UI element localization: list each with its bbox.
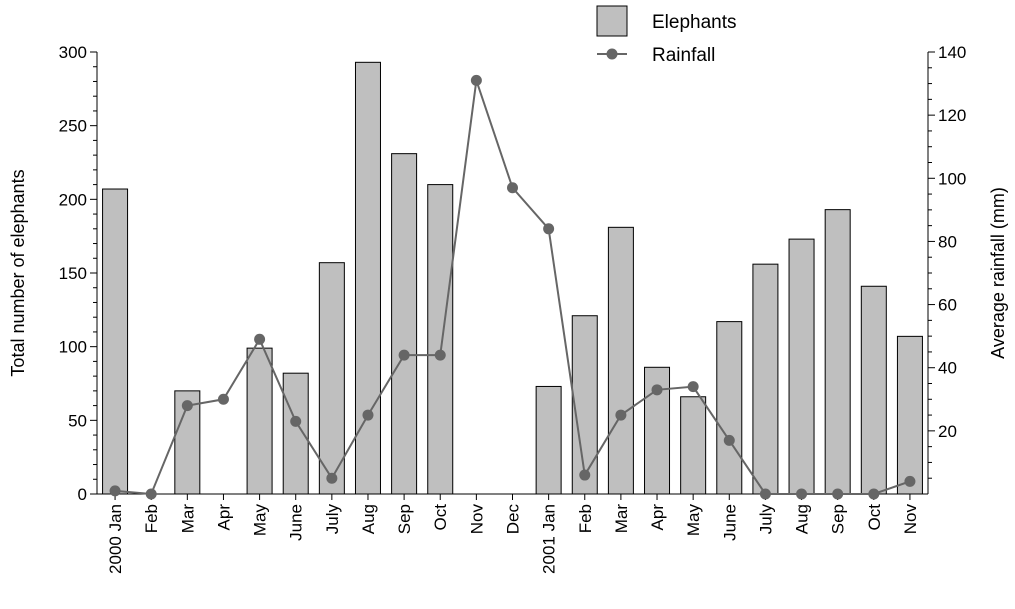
bar-elephants-18	[752, 263, 779, 495]
bar-elephants-17	[716, 321, 743, 495]
bar-elephants-4	[246, 347, 273, 495]
y-right-tick-label: 100	[938, 169, 966, 188]
bar-elephants-7	[354, 61, 381, 495]
bar-elephants-0	[102, 188, 129, 495]
y-right-tick-label: 60	[938, 296, 957, 315]
x-tick-label: Mar	[612, 504, 631, 534]
rainfall-point-15	[651, 384, 663, 396]
x-tick-label: July	[323, 504, 342, 535]
rainfall-point-12	[543, 223, 555, 235]
y-right-tick-label: 20	[938, 422, 957, 441]
bar-elephants-19	[788, 238, 815, 495]
x-tick-label: Apr	[214, 504, 233, 531]
x-tick-label: 2000 Jan	[106, 504, 125, 574]
tick-labels: 0 50 100 150 200 250 300 20 40 60 80 100 120 140 2000 …	[59, 43, 967, 574]
y-right-tick-label: 80	[938, 232, 957, 251]
rainfall-point-9	[434, 349, 446, 361]
x-tick-label: Mar	[178, 504, 197, 534]
rainfall-point-20	[832, 488, 844, 500]
x-tick-label: Nov	[467, 504, 486, 535]
x-tick-label: Feb	[142, 504, 161, 533]
bar-elephants-9	[427, 184, 454, 495]
rainfall-point-19	[796, 488, 808, 500]
legend-marker-rainfall	[606, 48, 618, 60]
x-tick-label: Sep	[829, 504, 848, 534]
x-tick-label: June	[287, 504, 306, 541]
bar-elephants-21	[860, 285, 887, 495]
y-right-tick-label: 120	[938, 106, 966, 125]
rainfall-line	[109, 74, 916, 500]
rainfall-point-18	[759, 488, 771, 500]
bar-elephants-20	[824, 209, 851, 495]
legend-swatch-elephants	[596, 5, 628, 37]
elephants-bars	[102, 61, 923, 495]
rainfall-point-6	[326, 472, 338, 484]
x-tick-label: July	[756, 504, 775, 535]
x-tick-label: Dec	[504, 504, 523, 535]
rainfall-point-0	[109, 485, 121, 497]
rainfall-point-8	[398, 349, 410, 361]
rainfall-point-14	[615, 409, 627, 421]
x-tick-label: Apr	[648, 504, 667, 531]
bar-elephants-8	[391, 153, 418, 495]
legend: Elephants Rainfall	[596, 5, 737, 66]
x-tick-label: Feb	[576, 504, 595, 533]
y-right-tick-label: 40	[938, 359, 957, 378]
x-tick-label: Oct	[865, 504, 884, 531]
bar-elephants-16	[680, 396, 707, 495]
rainfall-point-10	[470, 74, 482, 86]
rainfall-point-13	[579, 469, 591, 481]
rainfall-point-5	[290, 415, 302, 427]
y-left-tick-label: 150	[59, 264, 87, 283]
y-left-tick-label: 50	[68, 411, 87, 430]
y-left-tick-label: 0	[78, 485, 87, 504]
legend-label-rainfall: Rainfall	[652, 45, 715, 66]
x-tick-label: Aug	[793, 504, 812, 534]
x-tick-label: May	[684, 504, 703, 537]
rainfall-point-21	[868, 488, 880, 500]
y-left-tick-label: 100	[59, 338, 87, 357]
rainfall-point-4	[254, 333, 266, 345]
rainfall-point-2	[181, 400, 193, 412]
y-axis-right-title: Average rainfall (mm)	[988, 187, 1008, 359]
x-tick-label: May	[251, 504, 270, 537]
rainfall-point-7	[362, 409, 374, 421]
bar-elephants-6	[318, 262, 345, 495]
y-left-tick-label: 200	[59, 190, 87, 209]
rainfall-point-17	[723, 434, 735, 446]
rainfall-point-16	[687, 381, 699, 393]
x-tick-label: Oct	[431, 504, 450, 531]
legend-label-elephants: Elephants	[652, 12, 737, 33]
rainfall-point-1	[145, 488, 157, 500]
bar-elephants-22	[896, 335, 923, 495]
x-tick-label: Aug	[359, 504, 378, 534]
x-tick-label: Sep	[395, 504, 414, 534]
x-tick-label: June	[720, 504, 739, 541]
rainfall-point-11	[507, 182, 518, 194]
y-right-tick-label: 140	[938, 43, 966, 62]
rainfall-point-3	[217, 393, 229, 405]
rainfall-point-22	[904, 475, 916, 487]
bar-elephants-13	[571, 315, 598, 495]
bar-elephants-14	[607, 226, 634, 495]
y-left-tick-label: 250	[59, 117, 87, 136]
y-axis-left-title: Total number of elephants	[8, 169, 28, 376]
x-tick-label: 2001 Jan	[540, 504, 559, 574]
y-left-tick-label: 300	[59, 43, 87, 62]
x-tick-label: Nov	[901, 504, 920, 535]
bar-elephants-12	[535, 385, 562, 495]
